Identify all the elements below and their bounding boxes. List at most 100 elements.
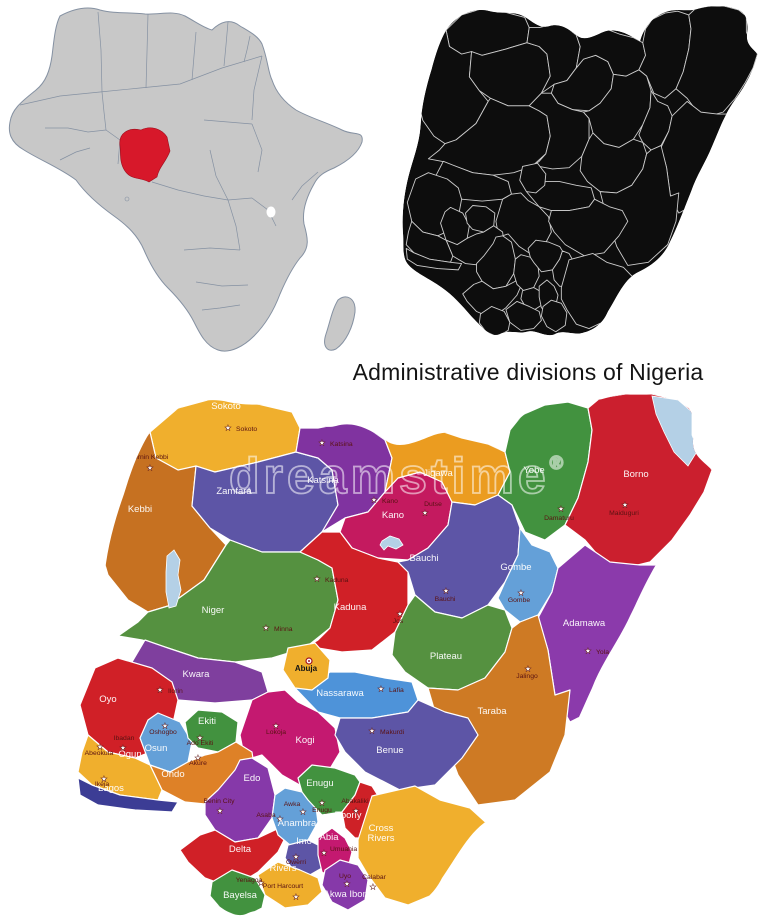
black-state-kaduna <box>529 93 589 169</box>
state-label-kano: Kano <box>382 510 404 521</box>
lake-chad <box>651 395 699 467</box>
city-star-jigawa: ★ <box>421 509 428 518</box>
capital-marker-dot <box>308 660 310 662</box>
city-label-jigawa: Dutse <box>424 501 442 508</box>
city-star-kaduna: ★ <box>313 575 320 584</box>
country-border-line <box>97 11 103 93</box>
city-star-delta: ★ <box>276 815 283 824</box>
city-label-anambra: Awka <box>284 801 301 808</box>
state-label-delta: Delta <box>229 844 252 855</box>
country-border-line <box>145 13 149 89</box>
city-label-cross-rivers: Calabar <box>362 874 387 881</box>
city-star-ondo: ★ <box>194 754 201 763</box>
state-label-katsina: Katsina <box>307 475 339 486</box>
city-label-benue: Makurdi <box>380 729 405 736</box>
city-star-kano: ★ <box>370 496 377 505</box>
city-label-enugu: Enugu <box>312 807 332 814</box>
city-label-ogun: Abeokuta <box>85 750 114 757</box>
state-label-akwa-ibom: Akwa Ibom <box>324 889 371 900</box>
state-label-abia: Abia <box>319 832 339 843</box>
city-label-kaduna: Kaduna <box>325 577 349 584</box>
city-star-anambra: ★ <box>299 808 306 817</box>
city-star-ekiti: ★ <box>196 734 203 743</box>
city-label-imo: Owerri <box>286 859 307 866</box>
state-label-lagos: Lagos <box>98 783 124 794</box>
country-border-line <box>45 127 107 133</box>
city-label-kwara: Ilorin <box>168 688 183 695</box>
city-label-plateau: Jos <box>393 618 404 625</box>
bioko-island <box>124 196 130 202</box>
city-star-oyo: ★ <box>119 744 126 753</box>
city-label-oyo: Ibadan <box>114 735 135 742</box>
state-label-kogi: Kogi <box>295 735 314 746</box>
state-label-ekiti: Ekiti <box>198 716 216 727</box>
state-label-zamfara: Zamfara <box>216 486 252 497</box>
city-star-enugu: ★ <box>318 799 325 808</box>
state-label-borno: Borno <box>623 469 648 480</box>
state-label-kebbi: Kebbi <box>128 504 152 515</box>
black-state-rivers <box>506 301 541 330</box>
state-label-osun: Osun <box>145 743 168 754</box>
state-akwa-ibom <box>321 859 369 911</box>
city-label-osun: Oshogbo <box>149 729 177 736</box>
city-star-akwa-ibom: ★ <box>343 880 350 889</box>
city-label-bayelsa: Yenagoa <box>236 877 263 884</box>
watermark-text: dreamstime® <box>229 448 567 504</box>
city-label-gombe: Gombe <box>508 597 531 604</box>
country-border-line <box>183 247 241 251</box>
country-border-line <box>59 147 91 161</box>
city-label-bauchi: Bauchi <box>435 596 456 603</box>
state-label-cross-rivers: Cross Rivers <box>368 823 395 844</box>
city-star-niger: ★ <box>262 624 269 633</box>
city-label-borno: Maiduguri <box>609 510 639 517</box>
country-border-line <box>223 21 229 67</box>
state-cross-rivers <box>357 785 493 906</box>
state-label-edo: Edo <box>244 773 261 784</box>
page-title: Administrative divisions of Nigeria <box>353 359 704 385</box>
city-star-benue: ★ <box>368 727 375 736</box>
city-star-ogun: ★ <box>96 743 103 752</box>
state-label-niger: Niger <box>202 605 225 616</box>
africa-continent <box>8 7 363 352</box>
city-star-yobe: ★ <box>557 505 564 514</box>
city-star-sokoto: ★ <box>224 424 231 433</box>
city-star-lagos: ★ <box>100 775 107 784</box>
country-border-line <box>101 91 107 131</box>
country-border-line <box>243 35 251 63</box>
tiga-reservoir <box>379 535 404 551</box>
black-state-lagos <box>406 248 461 269</box>
state-label-sokoto: Sokoto <box>211 401 241 412</box>
city-star-kwara: ★ <box>156 686 163 695</box>
city-star-rivers: ★ <box>292 893 299 902</box>
city-star-kebbi: ★ <box>146 464 153 473</box>
state-kaduna <box>299 531 409 653</box>
black-state-fct <box>520 163 546 193</box>
state-label-anambra: Anambra <box>278 818 317 829</box>
state-label-ebony: Ebony <box>335 810 362 821</box>
city-label-akwa-ibom: Uyo <box>339 873 351 880</box>
state-rivers <box>257 861 323 909</box>
country-border-line <box>191 31 197 81</box>
city-label-yobe: Damaturu <box>544 515 574 522</box>
state-label-jigawa: Jigawa <box>423 468 453 479</box>
city-label-delta: Asaba <box>256 812 275 819</box>
country-border-line <box>291 171 319 201</box>
city-star-adamawa: ★ <box>584 647 591 656</box>
black-state-akwa-ibom <box>541 300 566 332</box>
city-label-ondo: Akure <box>189 760 207 767</box>
state-label-oyo: Oyo <box>99 694 116 705</box>
nigeria-highlight <box>119 127 171 183</box>
city-star-katsina: ★ <box>318 439 325 448</box>
city-star-nassarawa: ★ <box>377 685 384 694</box>
state-label-taraba: Taraba <box>477 706 507 717</box>
city-star-abia: ★ <box>320 849 327 858</box>
state-label-bauchi: Bauchi <box>409 553 438 564</box>
city-star-taraba: ★ <box>524 665 531 674</box>
city-star-osun: ★ <box>161 722 168 731</box>
black-state-gombe <box>639 91 672 150</box>
country-border-line <box>209 149 229 201</box>
city-label-kebbi: Birnin Kebbi <box>132 454 169 461</box>
city-label-rivers: Port Harcourt <box>263 883 304 890</box>
city-star-imo: ★ <box>292 853 299 862</box>
